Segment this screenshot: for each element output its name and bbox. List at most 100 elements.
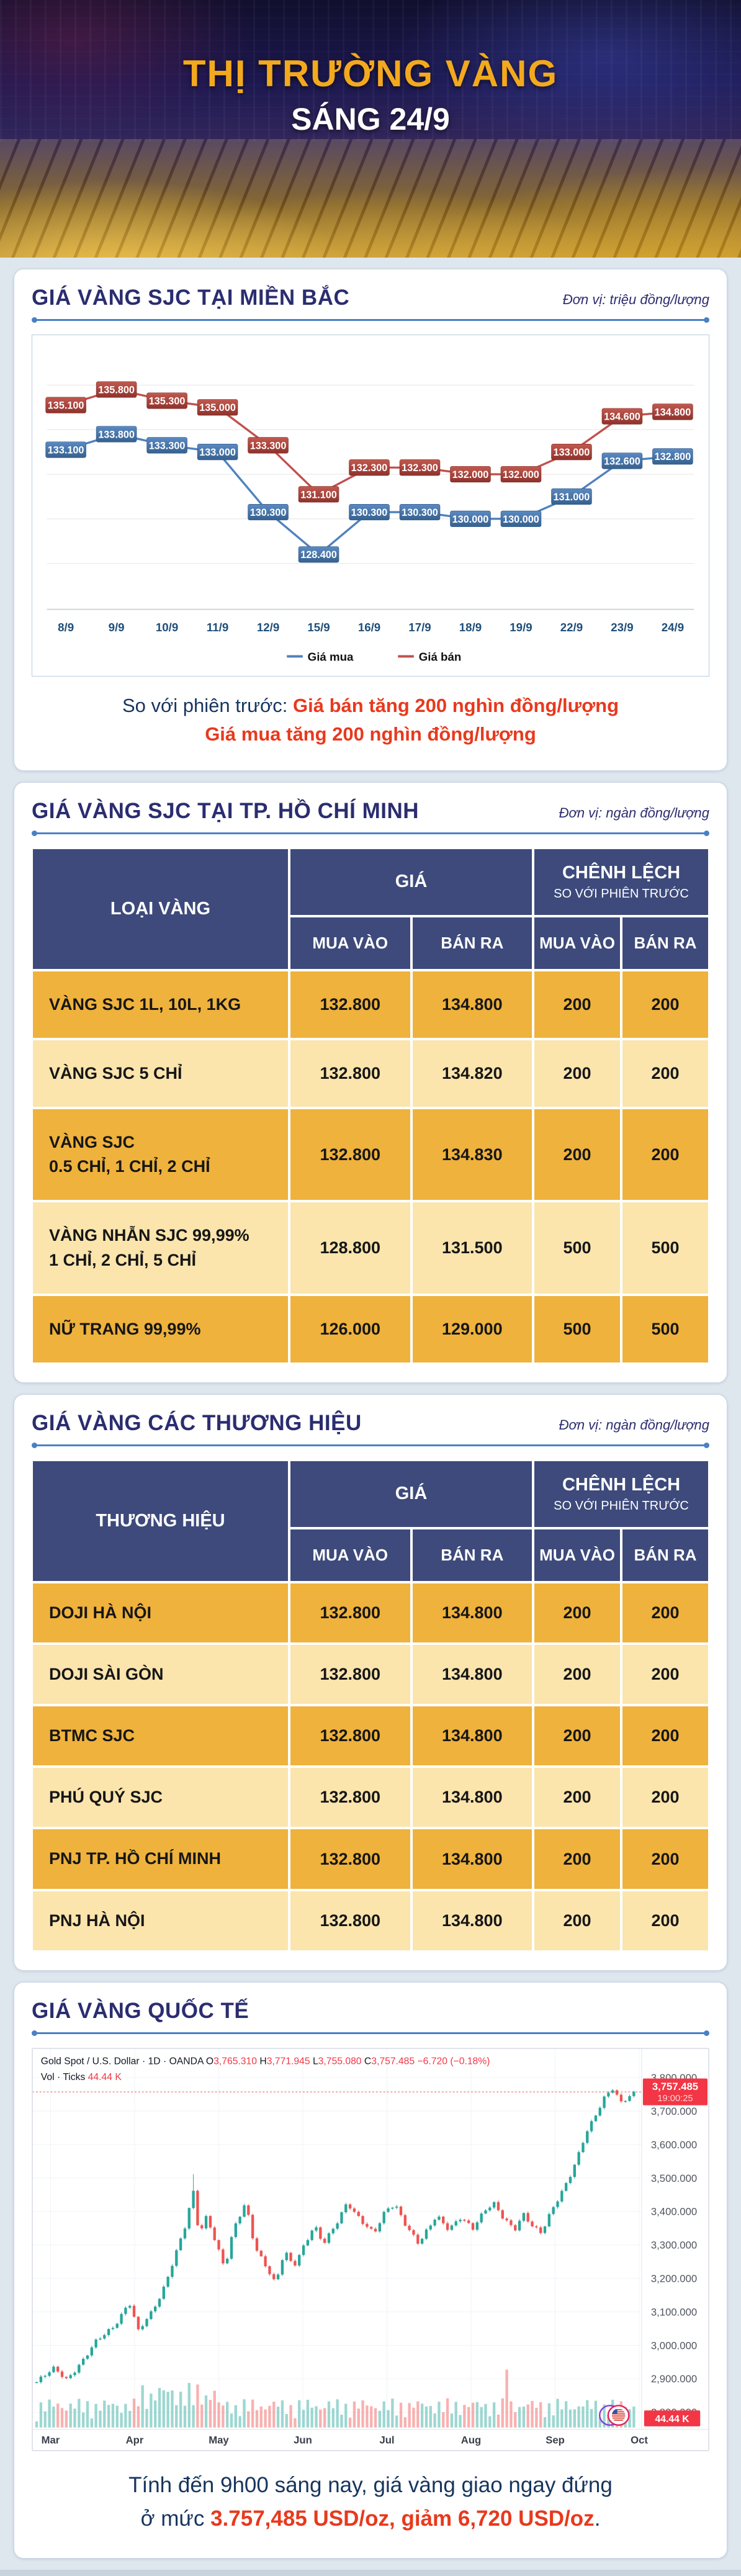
svg-text:3,700.000: 3,700.000 [651, 2105, 697, 2117]
footer-period: . [594, 2506, 601, 2531]
section-hcm-title: GIÁ VÀNG SJC TẠI TP. HỒ CHÍ MINH [32, 798, 420, 823]
chart-texture-backdrop [0, 0, 741, 142]
row-buy: 132.800 [289, 1705, 411, 1767]
row-sell: 134.800 [411, 970, 534, 1040]
row-sell: 134.800 [411, 1705, 534, 1767]
svg-text:132.000: 132.000 [503, 469, 539, 480]
svg-text:Oct: Oct [631, 2434, 648, 2446]
col-header-buy: MUA VÀO [289, 1528, 411, 1582]
row-sell: 134.800 [411, 1889, 534, 1952]
svg-text:Giá bán: Giá bán [419, 650, 462, 663]
page-subtitle: SÁNG 24/9 [291, 102, 450, 137]
svg-text:133.100: 133.100 [48, 444, 84, 456]
row-sell: 134.800 [411, 1644, 534, 1706]
divider [32, 317, 709, 323]
svg-text:130.000: 130.000 [452, 514, 489, 525]
row-label: VÀNG SJC 1L, 10L, 1KG [32, 970, 289, 1040]
svg-text:128.400: 128.400 [300, 549, 337, 561]
table-row: DOJI HÀ NỘI 132.800 134.800 200 200 [32, 1582, 709, 1644]
section-hcm-unit: Đơn vị: ngàn đồng/lượng [559, 804, 709, 821]
row-label: NỮ TRANG 99,99% [32, 1294, 289, 1364]
svg-text:134.600: 134.600 [604, 412, 640, 423]
svg-text:Jun: Jun [294, 2434, 312, 2446]
svg-text:22/9: 22/9 [560, 621, 583, 634]
divider [32, 2030, 709, 2036]
last-price-tag: 3,757.485 19:00:25 [642, 2078, 708, 2105]
row-label: DOJI HÀ NỘI [32, 1582, 289, 1644]
row-label: PHÚ QUÝ SJC [32, 1767, 289, 1829]
row-buy: 132.800 [289, 1582, 411, 1644]
north-compare-note: So với phiên trước: Giá bán tăng 200 ngh… [32, 691, 709, 749]
svg-text:132.300: 132.300 [351, 462, 388, 474]
table-row: VÀNG NHẪN SJC 99,99% 1 CHỈ, 2 CHỈ, 5 CHỈ 1… [32, 1201, 709, 1295]
svg-text:Aug: Aug [461, 2434, 481, 2446]
row-buy: 132.800 [289, 1828, 411, 1890]
col-header-buy: MUA VÀO [289, 916, 411, 970]
sell-labels: 135.100 135.800 135.300 135.000 133.300 131.1… [45, 381, 693, 503]
row-dbuy: 200 [533, 1828, 622, 1890]
row-dsell: 200 [621, 1644, 709, 1706]
section-hcm-header: GIÁ VÀNG SJC TẠI TP. HỒ CHÍ MINH Đơn vị:… [32, 799, 709, 824]
intl-gold-candle-chart: 3,800.0003,700.0003,600.0003,500.0003,40… [32, 2048, 709, 2451]
row-dbuy: 200 [533, 1767, 622, 1829]
col-header-gia: GIÁ [289, 847, 534, 916]
row-buy: 132.800 [289, 1039, 411, 1109]
svg-text:130.300: 130.300 [250, 507, 287, 518]
row-sell: 131.500 [411, 1201, 534, 1295]
row-label: PNJ HÀ NỘI [32, 1889, 289, 1952]
col-header-chenhlech: CHÊNH LỆCH SO VỚI PHIÊN TRƯỚC [533, 847, 709, 916]
masthead: THỊ TRƯỜNG VÀNG SÁNG 24/9 [0, 0, 741, 258]
svg-text:17/9: 17/9 [408, 621, 431, 634]
row-dbuy: 200 [533, 1644, 622, 1706]
volume-bars [35, 2369, 635, 2428]
bottom-strip [0, 2570, 741, 2576]
col-header-dsell: BÁN RA [621, 916, 709, 970]
world-footer-note: Tính đến 9h00 sáng nay, giá vàng giao ng… [32, 2469, 709, 2536]
svg-text:Sep: Sep [546, 2434, 565, 2446]
row-buy: 128.800 [289, 1201, 411, 1295]
svg-text:May: May [209, 2434, 229, 2446]
brands-table-head: THƯƠNG HIỆU GIÁ CHÊNH LỆCH SO VỚI PHIÊN … [32, 1459, 709, 1582]
svg-text:135.800: 135.800 [98, 384, 135, 395]
svg-text:Jul: Jul [379, 2434, 394, 2446]
brands-price-table: THƯƠNG HIỆU GIÁ CHÊNH LỆCH SO VỚI PHIÊN … [32, 1459, 709, 1952]
svg-text:8/9: 8/9 [58, 621, 74, 634]
sovoi-label: SO VỚI PHIÊN TRƯỚC [554, 1498, 689, 1513]
row-buy: 132.800 [289, 1644, 411, 1706]
table-row: PNJ TP. HỒ CHÍ MINH 132.800 134.800 200 200 [32, 1828, 709, 1890]
table-row: PNJ HÀ NỘI 132.800 134.800 200 200 [32, 1889, 709, 1952]
row-dbuy: 500 [533, 1201, 622, 1295]
footer-price-change: 3.757,485 USD/oz, giảm 6,720 USD/oz [210, 2506, 595, 2531]
row-dsell: 200 [621, 970, 709, 1040]
x-axis-labels: 8/9 9/9 10/9 11/9 12/9 15/9 16/9 17/9 18/9 19/9 22… [58, 621, 684, 634]
svg-text:Vol · Ticks 44.44 K: Vol · Ticks 44.44 K [41, 2072, 122, 2083]
section-brands: GIÁ VÀNG CÁC THƯƠNG HIỆU Đơn vị: ngàn đồ… [14, 1394, 727, 1971]
svg-text:132.800: 132.800 [655, 451, 691, 462]
section-brands-title: GIÁ VÀNG CÁC THƯƠNG HIỆU [32, 1410, 362, 1435]
symbol-legend: Gold Spot / U.S. Dollar · 1D · OANDA O3,… [41, 2056, 490, 2083]
row-sell: 134.830 [411, 1108, 534, 1202]
note-buy-change: Giá mua tăng 200 nghìn đồng/lượng [205, 723, 536, 745]
gold-bars-backdrop [0, 139, 741, 258]
svg-text:2,900.000: 2,900.000 [651, 2373, 697, 2385]
svg-text:130.300: 130.300 [351, 507, 388, 518]
svg-text:135.100: 135.100 [48, 400, 84, 412]
svg-text:18/9: 18/9 [459, 621, 482, 634]
footer-prefix: ở mức [140, 2506, 211, 2531]
row-label: DOJI SÀI GÒN [32, 1644, 289, 1706]
col-header-dsell: BÁN RA [621, 1528, 709, 1582]
row-sell: 134.820 [411, 1039, 534, 1109]
svg-text:12/9: 12/9 [257, 621, 279, 634]
svg-text:3,600.000: 3,600.000 [651, 2139, 697, 2151]
svg-text:133.300: 133.300 [149, 440, 186, 451]
svg-text:Mar: Mar [42, 2434, 60, 2446]
svg-text:15/9: 15/9 [307, 621, 330, 634]
table-row: DOJI SÀI GÒN 132.800 134.800 200 200 [32, 1644, 709, 1706]
svg-text:134.800: 134.800 [655, 407, 691, 418]
svg-text:133.800: 133.800 [98, 429, 135, 440]
col-header-dbuy: MUA VÀO [533, 1528, 622, 1582]
svg-text:130.300: 130.300 [402, 507, 438, 518]
divider [32, 830, 709, 836]
chenhlech-label: CHÊNH LỆCH [562, 862, 681, 883]
